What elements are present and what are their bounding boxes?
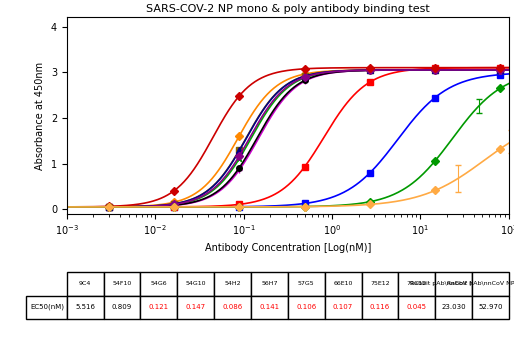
Title: SARS-COV-2 NP mono & poly antibody binding test: SARS-COV-2 NP mono & poly antibody bindi… xyxy=(146,4,430,14)
X-axis label: Antibody Concentration [Log(nM)]: Antibody Concentration [Log(nM)] xyxy=(205,243,371,253)
Y-axis label: Absorbance at 450nm: Absorbance at 450nm xyxy=(35,62,45,170)
